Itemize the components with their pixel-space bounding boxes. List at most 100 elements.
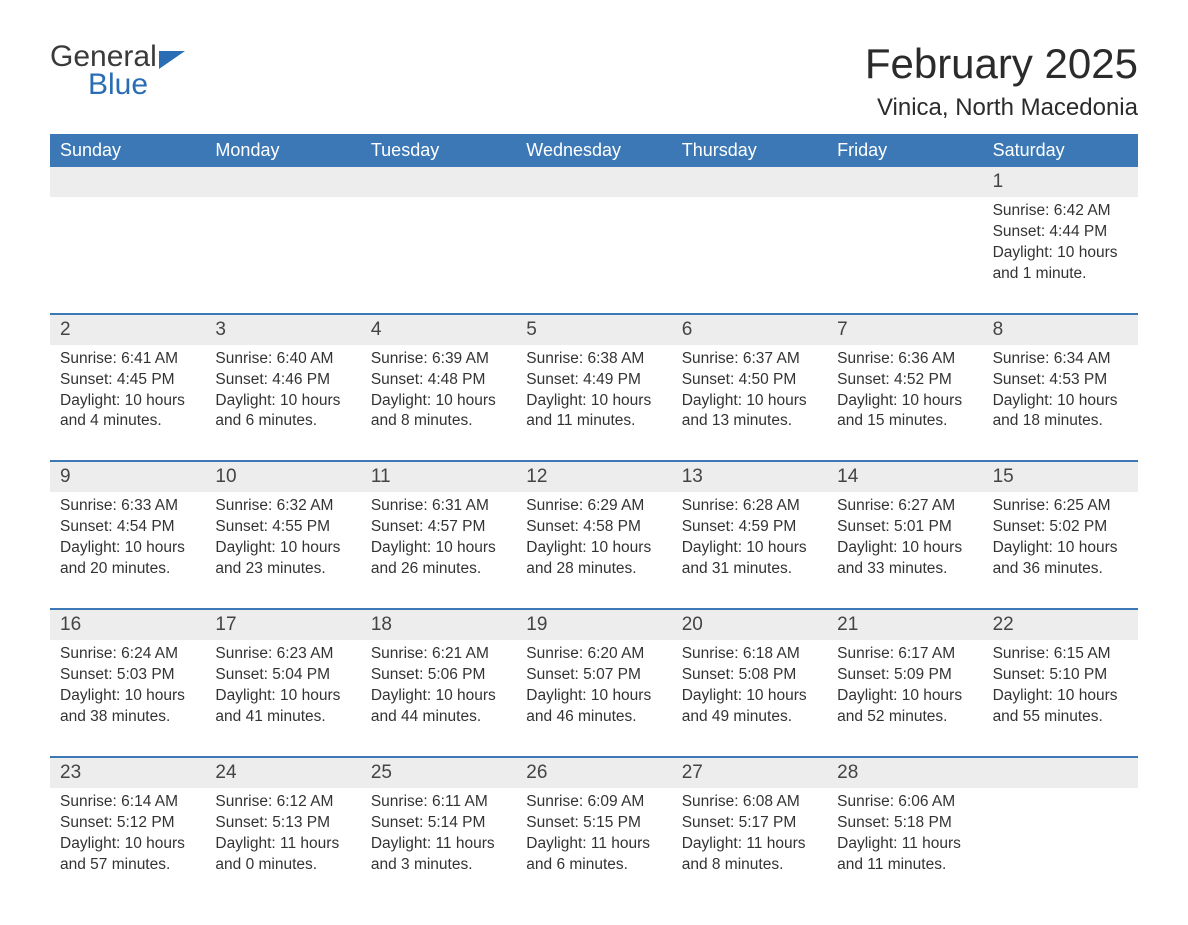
location: Vinica, North Macedonia: [865, 94, 1138, 122]
sunset-text: Sunset: 4:55 PM: [215, 517, 350, 538]
sunset-text: Sunset: 5:13 PM: [215, 813, 350, 834]
daylight-text: Daylight: 10 hours and 41 minutes.: [215, 686, 350, 728]
day-number: 13: [672, 462, 827, 492]
dow-saturday: Saturday: [983, 134, 1138, 167]
daynum-row: 232425262728: [50, 758, 1138, 788]
day-cell: Sunrise: 6:14 AMSunset: 5:12 PMDaylight:…: [50, 788, 205, 886]
daylight-text: Daylight: 10 hours and 13 minutes.: [682, 391, 817, 433]
day-number: 7: [827, 315, 982, 345]
sunset-text: Sunset: 4:57 PM: [371, 517, 506, 538]
day-cell: Sunrise: 6:28 AMSunset: 4:59 PMDaylight:…: [672, 492, 827, 590]
week-row: 16171819202122Sunrise: 6:24 AMSunset: 5:…: [50, 608, 1138, 738]
day-number: 21: [827, 610, 982, 640]
day-cell: Sunrise: 6:38 AMSunset: 4:49 PMDaylight:…: [516, 345, 671, 443]
day-cell: Sunrise: 6:31 AMSunset: 4:57 PMDaylight:…: [361, 492, 516, 590]
sunrise-text: Sunrise: 6:34 AM: [993, 349, 1128, 370]
sunset-text: Sunset: 5:01 PM: [837, 517, 972, 538]
sunrise-text: Sunrise: 6:31 AM: [371, 496, 506, 517]
sunrise-text: Sunrise: 6:18 AM: [682, 644, 817, 665]
day-cell: Sunrise: 6:39 AMSunset: 4:48 PMDaylight:…: [361, 345, 516, 443]
day-number: [516, 167, 671, 197]
day-number: 26: [516, 758, 671, 788]
daylight-text: Daylight: 10 hours and 52 minutes.: [837, 686, 972, 728]
dow-sunday: Sunday: [50, 134, 205, 167]
day-number: 8: [983, 315, 1138, 345]
sunset-text: Sunset: 4:45 PM: [60, 370, 195, 391]
sunrise-text: Sunrise: 6:09 AM: [526, 792, 661, 813]
daylight-text: Daylight: 10 hours and 23 minutes.: [215, 538, 350, 580]
sunrise-text: Sunrise: 6:06 AM: [837, 792, 972, 813]
daylight-text: Daylight: 11 hours and 0 minutes.: [215, 834, 350, 876]
day-cell: Sunrise: 6:33 AMSunset: 4:54 PMDaylight:…: [50, 492, 205, 590]
daynum-row: 16171819202122: [50, 610, 1138, 640]
day-cell: Sunrise: 6:36 AMSunset: 4:52 PMDaylight:…: [827, 345, 982, 443]
day-number: 24: [205, 758, 360, 788]
day-cell: Sunrise: 6:42 AMSunset: 4:44 PMDaylight:…: [983, 197, 1138, 295]
day-number: 14: [827, 462, 982, 492]
daylight-text: Daylight: 10 hours and 4 minutes.: [60, 391, 195, 433]
daynum-row: 2345678: [50, 315, 1138, 345]
sunrise-text: Sunrise: 6:33 AM: [60, 496, 195, 517]
sunset-text: Sunset: 5:14 PM: [371, 813, 506, 834]
daylight-text: Daylight: 10 hours and 44 minutes.: [371, 686, 506, 728]
sunrise-text: Sunrise: 6:11 AM: [371, 792, 506, 813]
day-cell: [672, 197, 827, 295]
day-number: 16: [50, 610, 205, 640]
day-number: 25: [361, 758, 516, 788]
day-cell: Sunrise: 6:11 AMSunset: 5:14 PMDaylight:…: [361, 788, 516, 886]
day-number: 3: [205, 315, 360, 345]
day-number: 1: [983, 167, 1138, 197]
daylight-text: Daylight: 10 hours and 1 minute.: [993, 243, 1128, 285]
day-cell: Sunrise: 6:20 AMSunset: 5:07 PMDaylight:…: [516, 640, 671, 738]
sunset-text: Sunset: 4:46 PM: [215, 370, 350, 391]
sunset-text: Sunset: 5:12 PM: [60, 813, 195, 834]
daynum-row: 1: [50, 167, 1138, 197]
sunset-text: Sunset: 4:44 PM: [993, 222, 1128, 243]
sunrise-text: Sunrise: 6:36 AM: [837, 349, 972, 370]
daylight-text: Daylight: 10 hours and 55 minutes.: [993, 686, 1128, 728]
day-number: 12: [516, 462, 671, 492]
brand-logo: General Blue: [50, 40, 185, 102]
calendar: SundayMondayTuesdayWednesdayThursdayFrid…: [50, 134, 1138, 885]
sunset-text: Sunset: 4:49 PM: [526, 370, 661, 391]
sunrise-text: Sunrise: 6:32 AM: [215, 496, 350, 517]
day-cell: Sunrise: 6:27 AMSunset: 5:01 PMDaylight:…: [827, 492, 982, 590]
sunrise-text: Sunrise: 6:27 AM: [837, 496, 972, 517]
daylight-text: Daylight: 10 hours and 6 minutes.: [215, 391, 350, 433]
day-cell: Sunrise: 6:21 AMSunset: 5:06 PMDaylight:…: [361, 640, 516, 738]
day-number: 22: [983, 610, 1138, 640]
dow-monday: Monday: [205, 134, 360, 167]
sunset-text: Sunset: 4:54 PM: [60, 517, 195, 538]
day-cell: Sunrise: 6:09 AMSunset: 5:15 PMDaylight:…: [516, 788, 671, 886]
daylight-text: Daylight: 10 hours and 15 minutes.: [837, 391, 972, 433]
daynum-row: 9101112131415: [50, 462, 1138, 492]
sunset-text: Sunset: 5:02 PM: [993, 517, 1128, 538]
day-cell: Sunrise: 6:41 AMSunset: 4:45 PMDaylight:…: [50, 345, 205, 443]
day-cell: Sunrise: 6:15 AMSunset: 5:10 PMDaylight:…: [983, 640, 1138, 738]
day-cell: Sunrise: 6:12 AMSunset: 5:13 PMDaylight:…: [205, 788, 360, 886]
header: General Blue February 2025 Vinica, North…: [50, 40, 1138, 122]
day-cell: Sunrise: 6:25 AMSunset: 5:02 PMDaylight:…: [983, 492, 1138, 590]
sunrise-text: Sunrise: 6:08 AM: [682, 792, 817, 813]
day-number: 28: [827, 758, 982, 788]
day-number: 18: [361, 610, 516, 640]
daylight-text: Daylight: 10 hours and 36 minutes.: [993, 538, 1128, 580]
day-number: 5: [516, 315, 671, 345]
daylight-text: Daylight: 10 hours and 57 minutes.: [60, 834, 195, 876]
sunset-text: Sunset: 5:04 PM: [215, 665, 350, 686]
day-cell: Sunrise: 6:17 AMSunset: 5:09 PMDaylight:…: [827, 640, 982, 738]
sunrise-text: Sunrise: 6:15 AM: [993, 644, 1128, 665]
daylight-text: Daylight: 11 hours and 6 minutes.: [526, 834, 661, 876]
daylight-text: Daylight: 10 hours and 18 minutes.: [993, 391, 1128, 433]
sunset-text: Sunset: 4:59 PM: [682, 517, 817, 538]
day-number: [672, 167, 827, 197]
daylight-text: Daylight: 10 hours and 26 minutes.: [371, 538, 506, 580]
sunset-text: Sunset: 4:58 PM: [526, 517, 661, 538]
daylight-text: Daylight: 10 hours and 49 minutes.: [682, 686, 817, 728]
sunset-text: Sunset: 5:15 PM: [526, 813, 661, 834]
sunset-text: Sunset: 5:06 PM: [371, 665, 506, 686]
day-cell: [983, 788, 1138, 886]
sunrise-text: Sunrise: 6:12 AM: [215, 792, 350, 813]
day-cell: Sunrise: 6:37 AMSunset: 4:50 PMDaylight:…: [672, 345, 827, 443]
sunset-text: Sunset: 5:09 PM: [837, 665, 972, 686]
